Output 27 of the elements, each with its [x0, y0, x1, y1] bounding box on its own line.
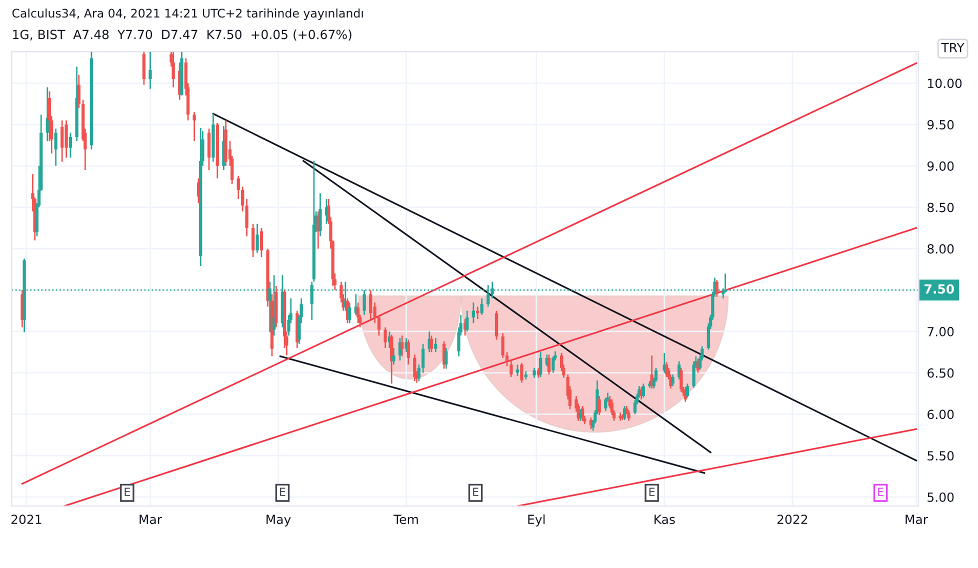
x-tick-label: 2022	[777, 514, 808, 524]
x-tick-label: Mar	[906, 514, 928, 524]
chart-title: Calculus34, Ara 04, 2021 14:21 UTC+2 tarihinde yayınlandı	[12, 8, 363, 20]
y-tick-label: 6.00	[928, 410, 954, 420]
annotation: E	[473, 488, 478, 496]
annotation: E	[649, 488, 655, 496]
ref-line-label: 7.50	[924, 284, 954, 294]
y-tick-label: 6.50	[928, 368, 954, 378]
y-tick-label: 5.00	[928, 492, 954, 502]
x-tick-label: Kas	[654, 514, 675, 524]
y-tick-label: 7.00	[928, 326, 954, 336]
x-tick-label: Tem	[394, 514, 418, 524]
x-tick-label: 2021	[11, 514, 42, 524]
y-tick-label: 9.50	[927, 120, 954, 130]
y-tick-label: 8.50	[928, 202, 954, 212]
y-tick-label: 8.00	[928, 244, 954, 254]
chart-subtitle: 1G, BIST A7.48 Y7.70 D7.47 K7.50 +0.05 (+0.67%)	[13, 30, 352, 41]
y-tick-label: 10.00	[928, 78, 962, 88]
annotation: E	[280, 488, 286, 496]
y-tick-label: 9.00	[927, 161, 954, 171]
x-tick-label: Mar	[140, 514, 162, 524]
y-tick-label: 5.50	[928, 451, 954, 461]
annotation: E	[878, 488, 884, 496]
x-tick-label: Eyl	[528, 514, 545, 527]
x-tick-label: May	[266, 514, 291, 527]
annotation: E	[124, 488, 130, 496]
y-axis-title: TRY	[941, 42, 964, 52]
